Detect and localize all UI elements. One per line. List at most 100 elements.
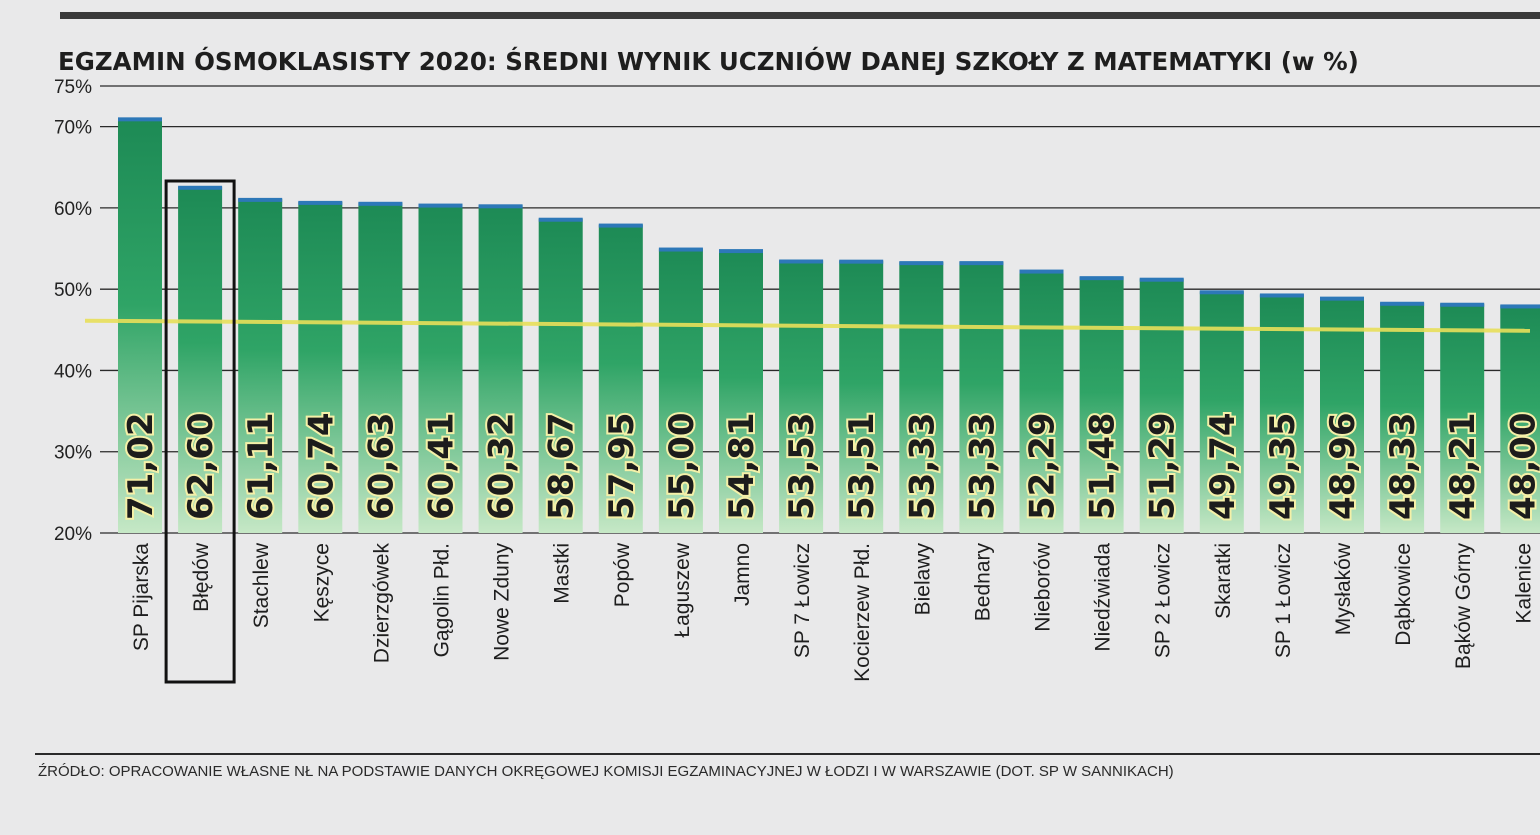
category-label: SP Pijarska: [130, 543, 153, 651]
value-label: 53,33: [962, 412, 1002, 520]
category-label: Łaguszew: [671, 542, 694, 637]
value-label: 48,96: [1323, 412, 1363, 520]
y-tick-label: 70%: [54, 118, 92, 139]
value-label: 60,74: [301, 412, 341, 520]
category-label: Stachlew: [250, 542, 273, 628]
bar: [1259, 294, 1304, 533]
value-label: 53,33: [902, 412, 942, 520]
category-label: Nieborów: [1032, 542, 1055, 632]
bar-cap: [1380, 301, 1425, 306]
category-label: Skaratki: [1212, 543, 1235, 619]
category-label: Kocierzew Płd.: [851, 543, 874, 682]
category-label: Nowe Zduny: [491, 543, 514, 661]
bar-cap: [1320, 296, 1364, 301]
category-label: Kalenice: [1512, 543, 1535, 624]
bar: [1320, 297, 1364, 533]
bar-cap: [1259, 293, 1304, 298]
highlight-layer: [164, 179, 236, 684]
bar-cap: [1139, 277, 1184, 282]
value-label: 61,11: [241, 412, 281, 520]
value-label: 51,48: [1083, 412, 1123, 520]
bar: [1500, 305, 1540, 533]
value-label: 48,00: [1503, 412, 1540, 520]
bar: [478, 205, 523, 534]
y-tick-label: 75%: [54, 77, 92, 98]
bar-cap: [1079, 276, 1124, 281]
category-label: Jamno: [731, 543, 754, 606]
category-label: SP 2 Łowicz: [1152, 543, 1175, 658]
category-label: Gągolin Płd.: [431, 543, 454, 657]
bar-cap: [719, 249, 763, 254]
bar: [598, 224, 643, 533]
value-label: 58,67: [542, 412, 582, 520]
bar: [118, 118, 162, 533]
category-label: Bielawy: [911, 543, 934, 616]
bar: [238, 198, 283, 533]
bar-cap: [1440, 302, 1485, 307]
category-label: Popów: [611, 542, 634, 607]
bar: [658, 248, 703, 533]
value-label: 60,41: [422, 412, 462, 520]
bar-cap: [418, 203, 463, 208]
chart-title: EGZAMIN ÓSMOKLASISTY 2020: ŚREDNI WYNIK …: [58, 46, 1359, 76]
value-label: 60,32: [482, 412, 522, 520]
category-label: Mysłaków: [1332, 542, 1355, 635]
bar: [899, 262, 944, 533]
value-label: 48,33: [1383, 412, 1423, 520]
bar-cap: [178, 185, 223, 190]
value-label: 60,63: [361, 412, 401, 520]
value-label: 53,53: [782, 412, 822, 520]
category-label: Niedźwiada: [1092, 543, 1115, 652]
bar-cap: [839, 259, 884, 264]
value-label: 49,74: [1203, 412, 1243, 520]
bar-cap: [598, 223, 643, 228]
category-label: Bąków Górny: [1452, 543, 1475, 670]
reference-line-layer: [84, 318, 1531, 333]
bars: [118, 117, 1540, 534]
category-label: Mastki: [551, 543, 574, 604]
bar-cap: [1500, 304, 1540, 309]
value-label: 51,29: [1143, 412, 1183, 520]
y-tick-label: 20%: [54, 524, 92, 545]
highlight-frame: [164, 179, 236, 684]
bar-cap: [899, 261, 944, 266]
category-label: Kęszyce: [310, 543, 333, 622]
x-axis-labels: SP Pijarska Błędów Stachlew Kęszyce Dzierzgó…: [130, 542, 1535, 682]
bar: [298, 201, 343, 534]
category-label: Błędów: [190, 542, 213, 612]
value-label: 48,21: [1443, 412, 1483, 520]
bar-cap: [959, 261, 1004, 266]
value-label: 55,00: [662, 412, 702, 520]
bar: [178, 186, 223, 533]
category-label: SP 1 Łowicz: [1272, 543, 1295, 658]
y-tick-label: 50%: [54, 280, 92, 301]
category-label: Bednary: [971, 543, 994, 622]
reference-line: [84, 318, 1531, 333]
bar: [1019, 270, 1064, 533]
bar-cap: [658, 247, 703, 252]
bar: [779, 260, 824, 533]
value-label: 71,02: [121, 412, 161, 520]
bar-cap: [298, 200, 343, 205]
bar: [719, 250, 763, 533]
bar-cap: [118, 117, 162, 122]
value-label: 53,51: [842, 412, 882, 520]
bar-cap: [478, 204, 523, 209]
value-label: 62,60: [181, 412, 221, 520]
value-label: 54,81: [722, 412, 762, 520]
bar-cap: [1199, 290, 1244, 295]
y-axis-ticks: 20% 30% 40% 50% 60% 70% 75%: [54, 77, 92, 545]
value-label: 49,35: [1263, 412, 1303, 520]
bar-cap: [238, 197, 283, 202]
bar: [1139, 278, 1184, 533]
category-label: Dąbkowice: [1392, 543, 1415, 646]
value-labels: 71,02 62,60 61,11 60,74 60,63 60,41 60,32 58,67…: [119, 410, 1540, 522]
y-tick-label: 30%: [54, 443, 92, 464]
bar: [358, 202, 403, 533]
y-tick-label: 40%: [54, 361, 92, 382]
bar: [1079, 277, 1124, 533]
value-label: 52,29: [1023, 412, 1063, 520]
bar: [1440, 303, 1485, 533]
bar: [959, 262, 1004, 533]
